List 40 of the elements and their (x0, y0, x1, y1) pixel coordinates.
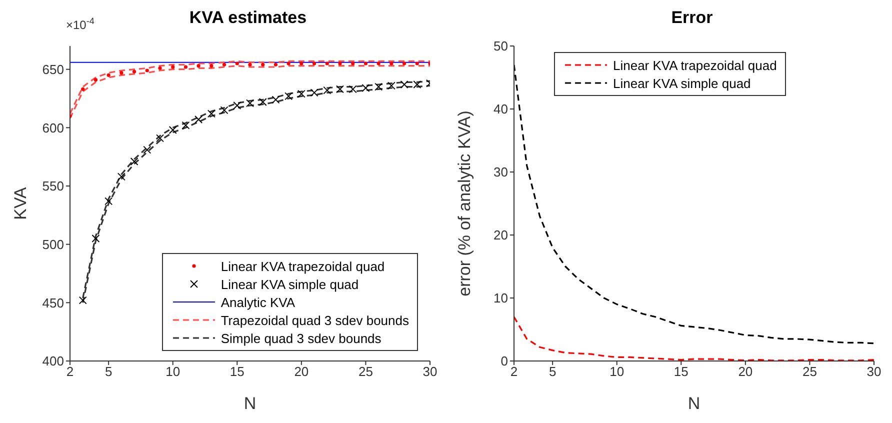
legend-label: Trapezoidal quad 3 sdev bounds (220, 312, 409, 328)
y-tick-label: 0 (500, 354, 508, 369)
x-tick-label: 10 (166, 364, 180, 380)
x-tick-label: 15 (674, 364, 688, 380)
y-tick-label: 50 (494, 38, 508, 54)
legend-label: Linear KVA simple quad (220, 276, 359, 292)
x-tick-label: 2 (510, 364, 518, 380)
legend-label: Simple quad 3 sdev bounds (220, 330, 382, 346)
y-tick-label: 400 (42, 354, 64, 369)
text: ×10$^{-4}$ (66, 16, 94, 32)
x-tick-label: 20 (294, 364, 309, 380)
y-tick-label: 450 (42, 295, 64, 310)
chart-title: KVA estimates (189, 8, 307, 27)
x-tick-label: 25 (358, 364, 373, 380)
x-tick-label: 2 (66, 364, 74, 380)
x-axis-title: N (244, 394, 256, 413)
y-tick-label: 40 (494, 102, 508, 117)
x-tick-label: 25 (802, 364, 817, 380)
x-tick-label: 10 (610, 364, 624, 380)
y-tick-label: 30 (494, 164, 508, 180)
y-axis-title: KVA (11, 186, 30, 220)
x-tick-label: 15 (230, 364, 244, 380)
chart-title: Error (670, 8, 714, 29)
legend-label: Analytic KVA (220, 294, 296, 310)
y-tick-label: 10 (494, 290, 508, 306)
x-tick-label: 30 (422, 364, 438, 380)
x-tick-label: 30 (866, 364, 882, 380)
x-axis-title: N (688, 394, 700, 413)
legend-label: Linear KVA trapezoidal quad (613, 58, 777, 72)
y-tick-label: 600 (42, 120, 64, 136)
x-tick-label: 5 (104, 364, 112, 380)
x-tick-label: 20 (738, 364, 753, 380)
y-axis-title: error (% of analytic KVA) (455, 110, 474, 296)
x-tick-label: 5 (548, 364, 556, 380)
legend-label: Linear KVA trapezoidal quad (220, 258, 385, 274)
y-tick-label: 650 (42, 62, 64, 77)
y-tick-label: 20 (494, 228, 508, 243)
legend-label: Linear KVA simple quad (613, 76, 751, 90)
y-tick-label: 550 (42, 178, 64, 194)
y-tick-label: 500 (42, 236, 64, 252)
